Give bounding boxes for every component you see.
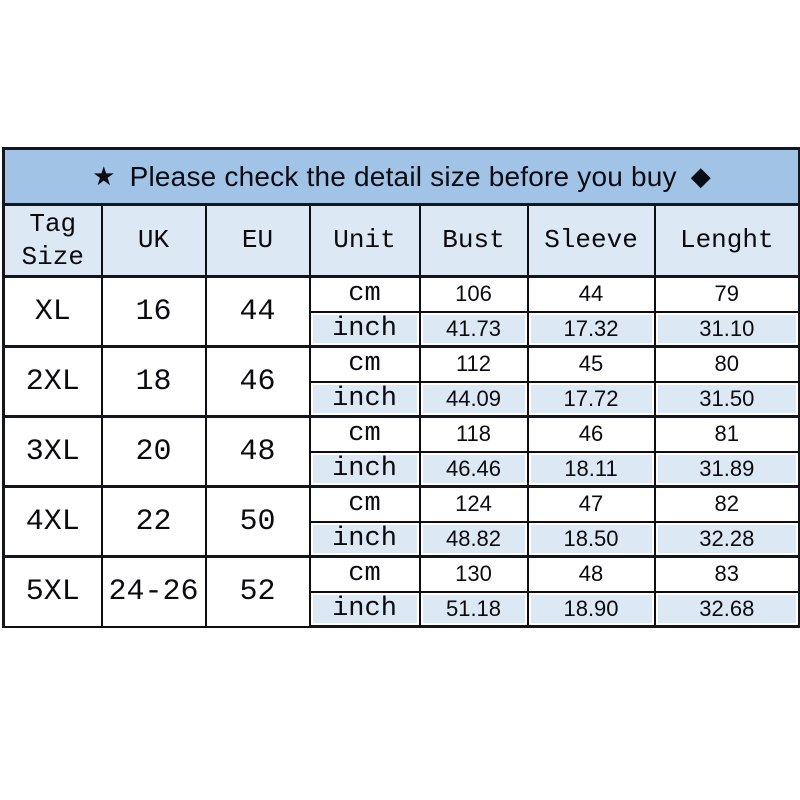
eu-cell: 50: [204, 485, 311, 558]
sleeve-cm-cell: 45: [526, 345, 656, 383]
bust-cm-cell: 118: [418, 415, 529, 453]
table-row: inch 51.18 18.90 32.68: [4, 590, 800, 628]
bust-inch-cell: 41.73: [418, 310, 529, 348]
table-row: inch 44.09 17.72 31.50: [4, 380, 800, 418]
diamond-icon: ◆: [690, 161, 711, 192]
length-cm-cell: 83: [653, 555, 800, 593]
length-inch-cell: 32.28: [653, 520, 800, 558]
tag-size-cell: 4XL: [2, 485, 103, 558]
bust-cm-cell: 124: [418, 485, 529, 523]
header-uk: UK: [100, 203, 207, 278]
sleeve-inch-cell: 18.11: [526, 450, 656, 488]
sleeve-inch-cell: 17.32: [526, 310, 656, 348]
eu-cell: 52: [204, 555, 311, 628]
star-icon: ★: [92, 161, 116, 192]
bust-cm-cell: 130: [418, 555, 529, 593]
unit-cm-cell: cm: [308, 485, 421, 523]
unit-inch-cell: inch: [308, 450, 421, 488]
length-inch-cell: 31.50: [653, 380, 800, 418]
length-inch-cell: 32.68: [653, 590, 800, 628]
bust-cm-cell: 106: [418, 275, 529, 313]
header-sleeve: Sleeve: [526, 203, 656, 278]
banner-row: ★ Please check the detail size before yo…: [1, 147, 800, 206]
header-eu: EU: [204, 203, 311, 278]
length-cm-cell: 79: [653, 275, 800, 313]
eu-cell: 48: [204, 415, 311, 488]
table-row: inch 41.73 17.32 31.10: [4, 310, 800, 348]
sleeve-inch-cell: 18.50: [526, 520, 656, 558]
sleeve-inch-cell: 18.90: [526, 590, 656, 628]
header-bust: Bust: [418, 203, 529, 278]
table-row: XL 16 44 cm 106 44 79: [2, 275, 800, 348]
sleeve-cm-cell: 46: [526, 415, 656, 453]
table-row: inch 48.82 18.50 32.28: [4, 520, 800, 558]
sleeve-inch-cell: 17.72: [526, 380, 656, 418]
bust-inch-cell: 51.18: [418, 590, 529, 628]
header-unit: Unit: [308, 203, 421, 278]
header-tag-size: Tag Size: [2, 203, 103, 278]
tag-size-cell: 2XL: [2, 345, 103, 418]
tag-size-cell: XL: [2, 275, 103, 348]
sleeve-cm-cell: 44: [526, 275, 656, 313]
tag-size-cell: 3XL: [2, 415, 103, 488]
length-inch-cell: 31.89: [653, 450, 800, 488]
bust-inch-cell: 44.09: [418, 380, 529, 418]
table-row: 4XL 22 50 cm 124 47 82: [2, 485, 800, 558]
sleeve-cm-cell: 47: [526, 485, 656, 523]
unit-inch-cell: inch: [308, 590, 421, 628]
uk-cell: 18: [100, 345, 207, 418]
tag-size-cell: 5XL: [2, 555, 103, 628]
bust-cm-cell: 112: [418, 345, 529, 383]
unit-cm-cell: cm: [308, 415, 421, 453]
unit-cm-cell: cm: [308, 555, 421, 593]
table-row: 5XL 24-26 52 cm 130 48 83: [2, 555, 800, 628]
table-row: inch 46.46 18.11 31.89: [4, 450, 800, 488]
size-chart-table: ★ Please check the detail size before yo…: [1, 147, 800, 628]
banner-cell: ★ Please check the detail size before yo…: [1, 147, 800, 206]
length-inch-cell: 31.10: [653, 310, 800, 348]
uk-cell: 20: [100, 415, 207, 488]
banner-text: Please check the detail size before you …: [129, 160, 677, 192]
sleeve-cm-cell: 48: [526, 555, 656, 593]
bust-inch-cell: 48.82: [418, 520, 529, 558]
header-length: Lenght: [653, 203, 800, 278]
length-cm-cell: 81: [653, 415, 800, 453]
header-row: Tag Size UK EU Unit Bust Sleeve Lenght: [2, 203, 800, 278]
length-cm-cell: 80: [653, 345, 800, 383]
unit-inch-cell: inch: [308, 520, 421, 558]
length-cm-cell: 82: [653, 485, 800, 523]
eu-cell: 44: [204, 275, 311, 348]
eu-cell: 46: [204, 345, 311, 418]
bust-inch-cell: 46.46: [418, 450, 529, 488]
uk-cell: 24-26: [100, 555, 207, 628]
unit-cm-cell: cm: [308, 345, 421, 383]
uk-cell: 22: [100, 485, 207, 558]
table-row: 3XL 20 48 cm 118 46 81: [2, 415, 800, 488]
table-row: 2XL 18 46 cm 112 45 80: [2, 345, 800, 418]
unit-inch-cell: inch: [308, 380, 421, 418]
uk-cell: 16: [100, 275, 207, 348]
unit-inch-cell: inch: [308, 310, 421, 348]
unit-cm-cell: cm: [308, 275, 421, 313]
